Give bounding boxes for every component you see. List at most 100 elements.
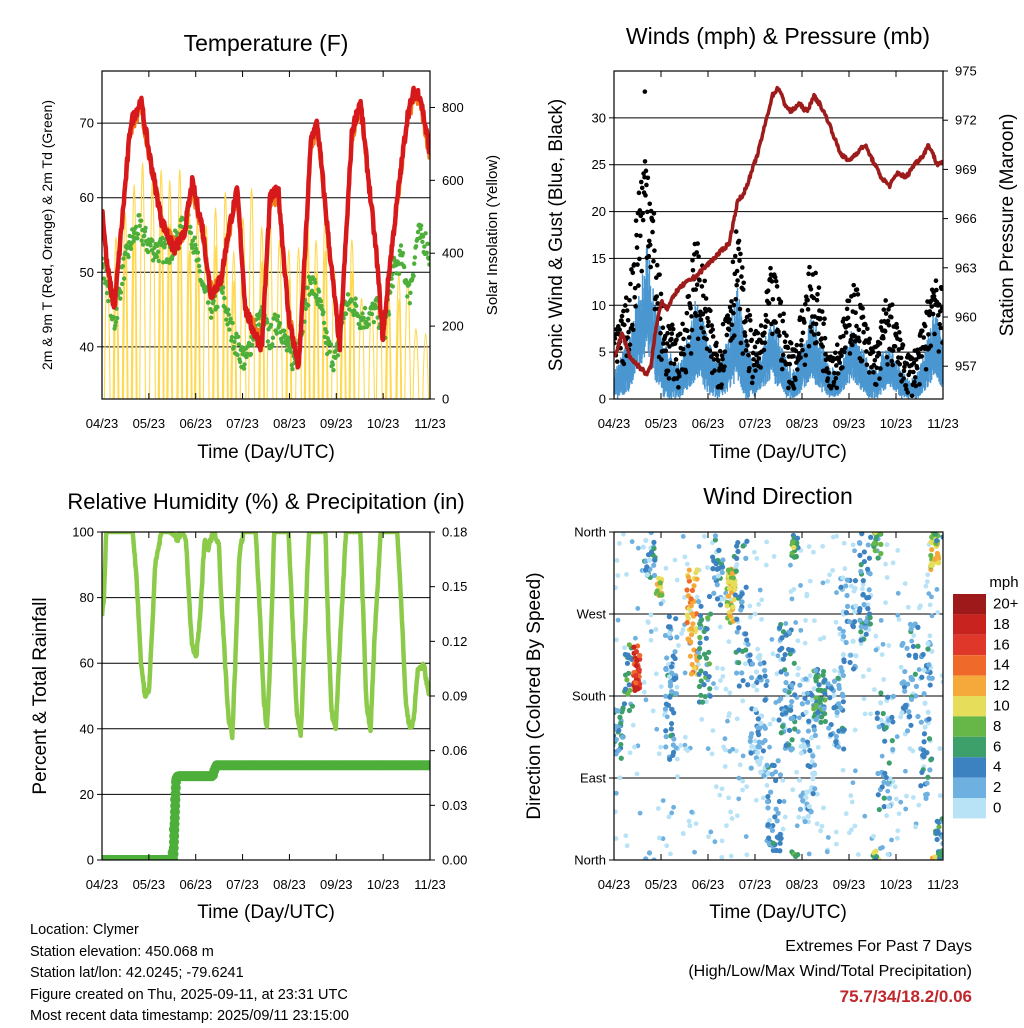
direction-point	[688, 632, 695, 638]
direction-point	[765, 770, 771, 776]
direction-point	[655, 806, 661, 811]
direction-point	[744, 784, 750, 790]
x-tick-label: 08/23	[786, 416, 819, 431]
direction-point	[908, 674, 914, 681]
gust-point	[732, 333, 737, 338]
direction-point	[915, 624, 921, 630]
gust-point	[645, 209, 650, 215]
y-tick-label: 80	[80, 590, 94, 605]
direction-point	[646, 557, 653, 563]
gust-point	[798, 355, 803, 360]
direction-point	[688, 603, 694, 609]
temperature-y-axis-right: 0 200 400 600 800	[430, 100, 464, 407]
gust-point	[680, 321, 685, 327]
direction-point	[896, 811, 902, 817]
gust-point	[724, 332, 730, 338]
direction-point	[634, 685, 640, 691]
direction-point	[702, 533, 707, 539]
dewpoint-point	[152, 245, 157, 251]
gust-point	[927, 312, 932, 318]
gust-point	[695, 241, 700, 246]
direction-point	[744, 852, 750, 858]
direction-point	[757, 587, 763, 593]
y-tick-label-right: 400	[442, 246, 464, 261]
gust-point	[819, 309, 825, 314]
direction-point	[711, 590, 717, 596]
gust-point	[872, 357, 878, 363]
direction-point	[626, 682, 632, 688]
direction-point	[703, 699, 709, 705]
direction-point	[629, 539, 635, 545]
dewpoint-point	[106, 298, 111, 304]
direction-point	[777, 647, 783, 653]
direction-point	[916, 802, 922, 808]
direction-point	[840, 652, 847, 658]
direction-point	[669, 706, 675, 712]
direction-point	[806, 718, 812, 724]
direction-point	[921, 731, 928, 737]
direction-point	[863, 631, 869, 637]
direction-x-axis: 04/23 05/23 06/23 07/23 08/23 09/23 10/23 11/23	[598, 532, 959, 892]
direction-point	[732, 592, 738, 598]
direction-point	[896, 617, 902, 622]
gust-point	[907, 369, 913, 375]
y-tick-label-right: 960	[955, 310, 977, 325]
direction-point	[876, 724, 882, 730]
direction-point	[879, 652, 885, 657]
dewpoint-point	[206, 300, 211, 305]
direction-point	[759, 597, 765, 603]
gust-point	[738, 340, 744, 346]
direction-point	[799, 701, 805, 707]
direction-point	[881, 779, 887, 785]
dewpoint-point	[366, 322, 372, 327]
direction-point	[622, 645, 628, 651]
gust-point	[694, 250, 700, 255]
direction-point	[899, 710, 905, 716]
dewpoint-point	[220, 290, 225, 295]
gust-point	[690, 267, 696, 273]
gust-point	[720, 321, 726, 327]
gust-point	[936, 312, 941, 318]
direction-point	[758, 720, 764, 726]
dewpoint-point	[190, 245, 195, 251]
gust-point	[877, 376, 882, 381]
direction-point	[643, 537, 649, 543]
direction-point	[852, 823, 858, 829]
direction-point	[711, 575, 718, 581]
direction-point	[788, 707, 794, 713]
direction-point	[674, 577, 680, 583]
direction-point	[775, 810, 781, 816]
direction-point	[806, 544, 812, 550]
gust-point	[934, 287, 939, 293]
gust-point	[770, 296, 776, 302]
gust-point	[622, 322, 627, 328]
direction-point	[883, 561, 888, 567]
gust-point	[735, 278, 740, 283]
x-tick-label: 05/23	[133, 877, 166, 892]
direction-point	[764, 799, 771, 805]
gust-point	[645, 175, 651, 181]
direction-point	[791, 660, 797, 666]
direction-point	[757, 652, 763, 658]
direction-point	[919, 769, 925, 775]
gust-point	[640, 210, 645, 216]
direction-point	[906, 652, 912, 658]
dewpoint-point	[174, 230, 180, 236]
direction-point	[878, 700, 884, 706]
direction-point	[902, 581, 908, 587]
y-tick-label: 0	[599, 392, 606, 407]
legend-swatch	[953, 696, 986, 717]
direction-point	[776, 798, 783, 805]
direction-point	[795, 638, 801, 644]
direction-point	[682, 554, 688, 560]
y-tick-label: 20	[80, 787, 94, 802]
direction-point	[624, 677, 630, 683]
direction-point	[715, 573, 721, 579]
direction-chart: mph 20+ 18 16 14 12 10 8 6 4 2 0 04/23 05/23 06/23 07/2…	[524, 483, 1019, 923]
gust-point	[739, 274, 744, 279]
y-tick-label-right: 969	[955, 162, 977, 177]
gust-point	[642, 159, 648, 164]
direction-point	[714, 596, 721, 602]
direction-point	[617, 714, 623, 720]
direction-point	[874, 710, 881, 716]
